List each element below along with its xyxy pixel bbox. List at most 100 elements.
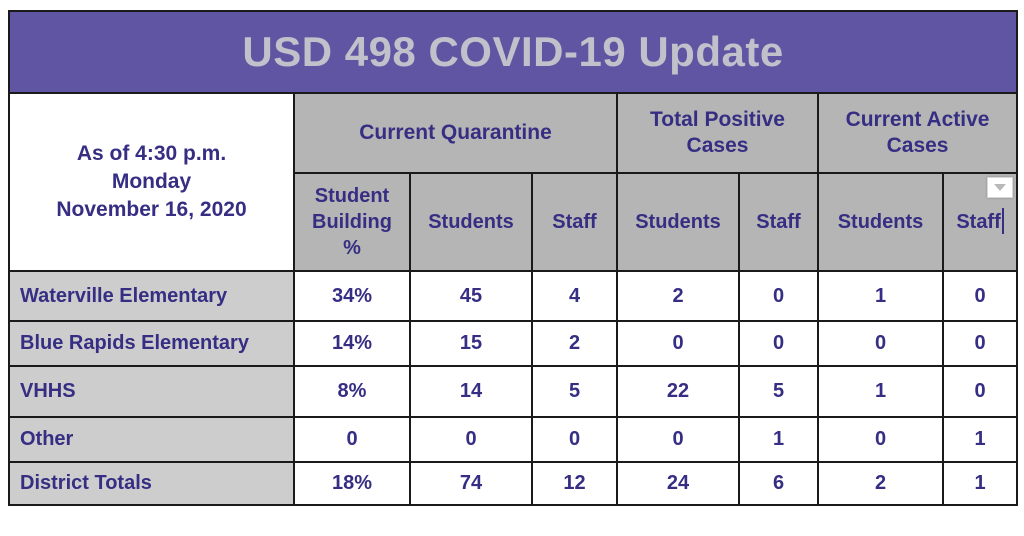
col-header-label: Students xyxy=(635,211,721,233)
value-cell[interactable]: 0 xyxy=(616,416,740,463)
cell-value: 8% xyxy=(337,380,367,402)
value-cell[interactable]: 22 xyxy=(616,365,740,418)
value-cell[interactable]: 0 xyxy=(817,320,944,367)
column-header-row: Student Building % Students Staff Studen… xyxy=(9,172,1019,272)
col-header-label: Students xyxy=(428,211,514,233)
table-row: Waterville Elementary 34% 45 4 2 0 1 0 xyxy=(8,270,1019,322)
group-header-current-active-cases[interactable]: Current Active Cases xyxy=(816,92,1019,174)
value-cell[interactable]: 34% xyxy=(293,270,411,322)
value-cell[interactable]: 8% xyxy=(293,365,411,418)
value-cell[interactable]: 74 xyxy=(409,461,533,506)
value-cell[interactable]: 0 xyxy=(409,416,533,463)
table-row: Other 0 0 0 0 1 0 1 xyxy=(8,416,1019,463)
cell-value: 0 xyxy=(772,284,785,307)
table-row: District Totals 18% 74 12 24 6 2 1 xyxy=(8,461,1019,506)
dropdown-arrow-icon[interactable] xyxy=(987,177,1014,198)
value-cell[interactable]: 12 xyxy=(531,461,618,506)
value-cell[interactable]: 14 xyxy=(409,365,533,418)
row-label-cell[interactable]: District Totals xyxy=(8,461,295,506)
cell-value: 12 xyxy=(563,472,586,494)
cell-value: 34% xyxy=(331,284,373,307)
cell-value: 45 xyxy=(459,284,483,307)
cell-value: 1 xyxy=(974,428,986,450)
value-cell[interactable]: 2 xyxy=(531,320,618,367)
cell-value: 18% xyxy=(331,472,373,494)
cell-value: 74 xyxy=(459,472,483,494)
value-cell[interactable]: 45 xyxy=(409,270,533,322)
cell-value: 0 xyxy=(672,332,684,354)
group-label: Current Active Cases xyxy=(845,107,990,157)
row-label: Blue Rapids Elementary xyxy=(20,332,249,354)
group-header-total-positive-cases[interactable]: Total Positive Cases xyxy=(616,92,819,174)
cell-value: 14 xyxy=(459,380,483,402)
group-label: Current Quarantine xyxy=(359,120,552,144)
value-cell[interactable]: 0 xyxy=(941,365,1019,418)
value-cell[interactable]: 2 xyxy=(616,270,740,322)
value-cell[interactable]: 0 xyxy=(293,416,411,463)
col-header-label: Students xyxy=(837,211,924,233)
value-cell[interactable]: 1 xyxy=(941,461,1019,506)
cell-value: 0 xyxy=(874,428,887,450)
text-cursor xyxy=(1001,208,1004,235)
value-cell[interactable]: 1 xyxy=(817,365,944,418)
table-row: VHHS 8% 14 5 22 5 1 0 xyxy=(8,365,1019,418)
col-header-positive-students[interactable]: Students xyxy=(616,172,740,272)
value-cell[interactable]: 0 xyxy=(738,270,819,322)
group-header-current-quarantine[interactable]: Current Quarantine xyxy=(293,92,618,174)
date-header-cell[interactable]: As of 4:30 p.m. Monday November 16, 2020 xyxy=(8,92,295,272)
row-label-cell[interactable]: Other xyxy=(8,416,295,463)
cell-value: 14% xyxy=(331,332,373,354)
value-cell[interactable]: 0 xyxy=(738,320,819,367)
covid-update-table: USD 498 COVID-19 Update As of 4:30 p.m. … xyxy=(7,10,1019,506)
col-header-active-staff[interactable]: Staff xyxy=(941,172,1019,272)
col-header-active-students[interactable]: Students xyxy=(817,172,944,272)
row-label-cell[interactable]: Waterville Elementary xyxy=(8,270,295,322)
value-cell[interactable]: 15 xyxy=(409,320,533,367)
value-cell[interactable]: 5 xyxy=(531,365,618,418)
value-cell[interactable]: 1 xyxy=(941,416,1019,463)
cell-value: 0 xyxy=(568,428,581,450)
col-header-quarantine-students[interactable]: Students xyxy=(409,172,533,272)
value-cell[interactable]: 24 xyxy=(616,461,740,506)
down-triangle-glyph xyxy=(994,184,1007,191)
cell-value: 0 xyxy=(465,428,477,450)
cell-value: 0 xyxy=(672,428,684,450)
row-label-cell[interactable]: Blue Rapids Elementary xyxy=(8,320,295,367)
cell-value: 22 xyxy=(666,380,690,402)
cell-value: 4 xyxy=(568,284,581,307)
value-cell[interactable]: 4 xyxy=(531,270,618,322)
row-label-cell[interactable]: VHHS xyxy=(8,365,295,418)
value-cell[interactable]: 1 xyxy=(817,270,944,322)
value-cell[interactable]: 6 xyxy=(738,461,819,506)
cell-value: 2 xyxy=(672,284,684,307)
cell-value: 0 xyxy=(772,332,785,354)
value-cell[interactable]: 5 xyxy=(738,365,819,418)
cell-value: 0 xyxy=(974,332,986,354)
value-cell[interactable]: 2 xyxy=(817,461,944,506)
title-banner-cell[interactable]: USD 498 COVID-19 Update xyxy=(7,10,1019,94)
col-header-positive-staff[interactable]: Staff xyxy=(738,172,819,272)
cell-value: 6 xyxy=(772,472,785,494)
date-line-3: November 16, 2020 xyxy=(56,197,247,221)
cell-value: 1 xyxy=(874,284,887,307)
value-cell[interactable]: 14% xyxy=(293,320,411,367)
row-label: VHHS xyxy=(20,380,76,402)
value-cell[interactable]: 1 xyxy=(738,416,819,463)
value-cell[interactable]: 0 xyxy=(941,270,1019,322)
cell-value: 5 xyxy=(568,380,581,402)
value-cell[interactable]: 0 xyxy=(616,320,740,367)
row-label: Waterville Elementary xyxy=(20,284,228,307)
cell-value: 0 xyxy=(974,380,986,402)
document-sheet: USD 498 COVID-19 Update As of 4:30 p.m. … xyxy=(7,10,1019,506)
col-header-label: Staff xyxy=(956,210,1001,233)
value-cell[interactable]: 18% xyxy=(293,461,411,506)
page-title: USD 498 COVID-19 Update xyxy=(242,28,784,75)
col-header-label: Staff xyxy=(756,211,801,233)
col-header-student-building-pct[interactable]: Student Building % xyxy=(293,172,411,272)
cell-value: 1 xyxy=(772,428,785,450)
value-cell[interactable]: 0 xyxy=(531,416,618,463)
col-header-quarantine-staff[interactable]: Staff xyxy=(531,172,618,272)
cell-value: 0 xyxy=(874,332,887,354)
value-cell[interactable]: 0 xyxy=(941,320,1019,367)
value-cell[interactable]: 0 xyxy=(817,416,944,463)
